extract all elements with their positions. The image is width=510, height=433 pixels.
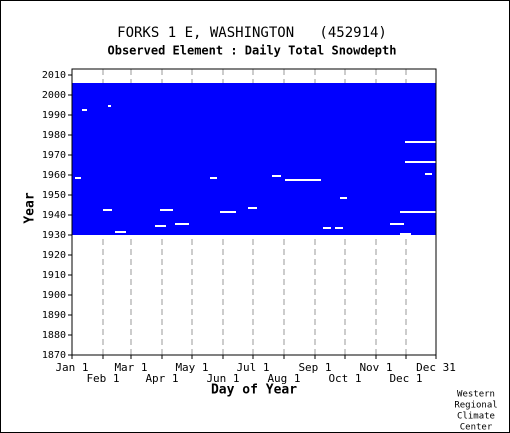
missing-gap — [103, 209, 112, 211]
y-tick-label: 1920 — [42, 250, 66, 261]
missing-gap — [335, 227, 343, 229]
x-tick-label: Aug 1 — [267, 372, 300, 385]
y-axis-label: Year — [23, 192, 38, 223]
y-tick-label: 1900 — [42, 290, 66, 301]
missing-gap — [405, 141, 437, 143]
y-tick-label: 1990 — [42, 110, 66, 121]
credit-line: Center — [460, 423, 493, 433]
missing-gap — [210, 177, 217, 179]
missing-gap — [115, 231, 126, 233]
x-tick-label: Jun 1 — [206, 372, 239, 385]
missing-gap — [425, 173, 432, 175]
y-tick-label: 1890 — [42, 310, 66, 321]
credit-line: Climate — [457, 412, 495, 422]
y-tick-label: 1960 — [42, 170, 66, 181]
x-tick-label: Jul 1 — [236, 361, 269, 374]
x-tick-label: Mar 1 — [114, 361, 147, 374]
missing-gap — [160, 209, 173, 211]
y-tick-label: 1880 — [42, 330, 66, 341]
credit-line: Regional — [454, 401, 497, 411]
missing-gap — [285, 179, 321, 181]
missing-gap — [155, 225, 166, 227]
x-tick-label: May 1 — [175, 361, 208, 374]
x-axis-label: Day of Year — [211, 383, 297, 398]
missing-gap — [400, 233, 411, 235]
missing-gap — [82, 109, 87, 111]
missing-gap — [400, 211, 437, 213]
missing-gap — [340, 197, 347, 199]
observed-block — [72, 83, 436, 235]
y-tick-label: 1950 — [42, 190, 66, 201]
missing-gap — [405, 161, 437, 163]
missing-gap — [220, 211, 236, 213]
chart-title: FORKS 1 E, WASHINGTON (452914) — [117, 25, 387, 41]
y-tick-label: 1940 — [42, 210, 66, 221]
x-tick-label: Nov 1 — [359, 361, 392, 374]
y-tick-label: 2010 — [42, 70, 66, 81]
y-tick-label: 1930 — [42, 230, 66, 241]
y-tick-label: 1970 — [42, 150, 66, 161]
missing-gap — [390, 223, 404, 225]
missing-gap — [248, 207, 257, 209]
chart-subtitle: Observed Element : Daily Total Snowdepth — [108, 44, 397, 58]
x-tick-label: Jan 1 — [55, 361, 88, 374]
credit-line: Western — [457, 390, 495, 400]
x-tick-label: Dec 1 — [389, 372, 422, 385]
missing-gap — [75, 177, 81, 179]
y-tick-label: 2000 — [42, 90, 66, 101]
missing-gap — [108, 105, 111, 107]
x-tick-label: Oct 1 — [328, 372, 361, 385]
plot-border — [71, 68, 437, 356]
y-tick-label: 1980 — [42, 130, 66, 141]
x-tick-label: Apr 1 — [145, 372, 178, 385]
missing-gap — [175, 223, 189, 225]
missing-gap — [272, 175, 281, 177]
x-tick-label: Sep 1 — [298, 361, 331, 374]
y-tick-label: 1870 — [42, 350, 66, 361]
x-tick-label: Dec 31 — [416, 361, 456, 374]
y-tick-label: 1910 — [42, 270, 66, 281]
x-tick-label: Feb 1 — [86, 372, 119, 385]
missing-gap — [323, 227, 331, 229]
